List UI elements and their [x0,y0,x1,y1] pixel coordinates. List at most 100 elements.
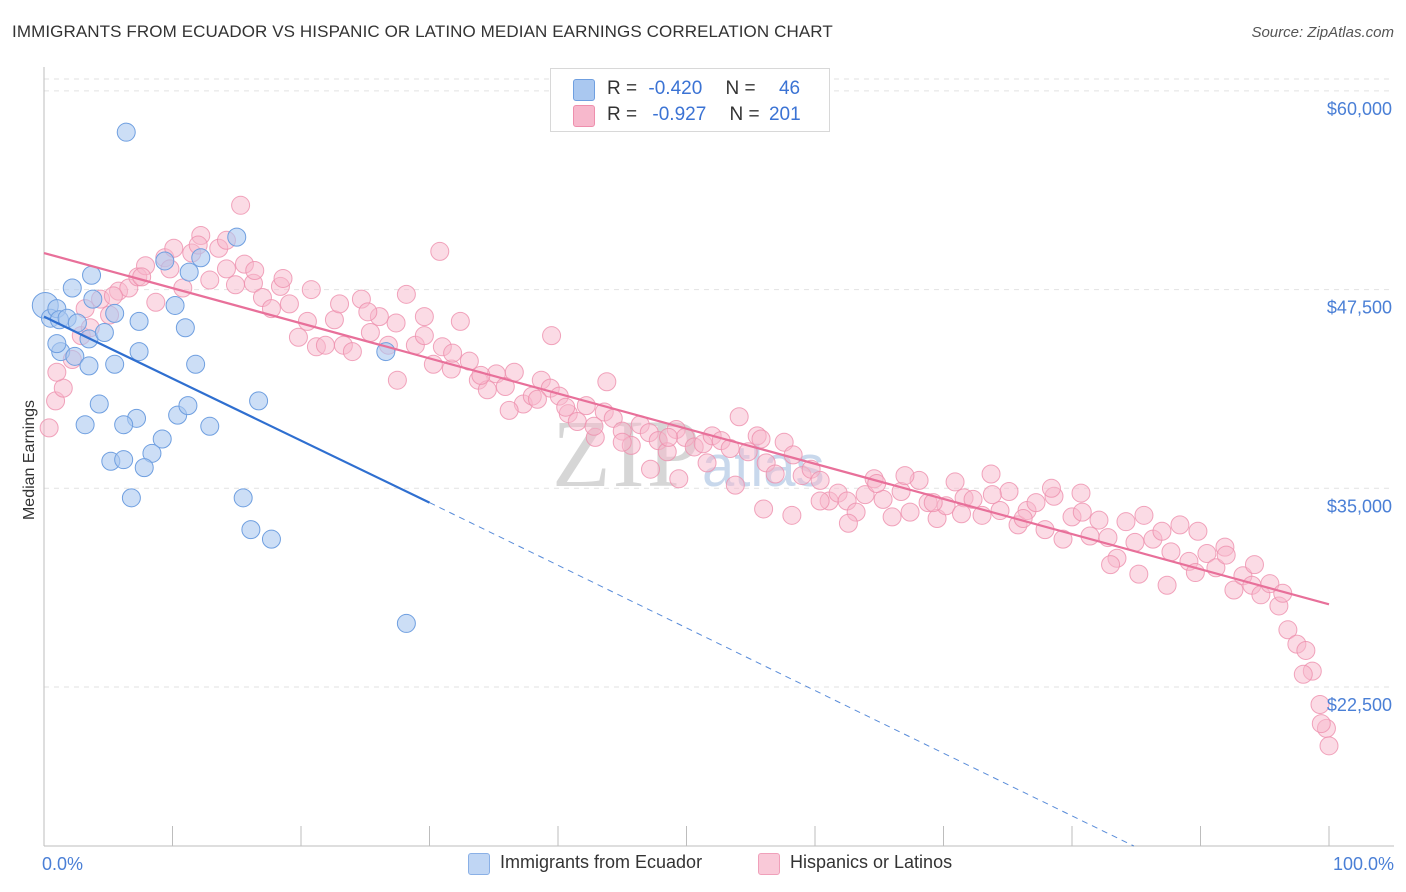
data-point-hispanics [414,326,434,346]
data-point-hispanics [1072,502,1092,522]
legend-r-label: R = [607,104,638,125]
data-point-hispanics [1224,580,1244,600]
data-point-ecuador [62,278,82,298]
data-point-hispanics [612,432,632,452]
data-point-hispanics [597,372,617,392]
data-point-hispanics [324,310,344,330]
data-point-ecuador [114,450,134,470]
data-point-ecuador [129,342,149,362]
data-point-ecuador [233,488,253,508]
data-point-hispanics [1053,529,1073,549]
data-point-ecuador [82,265,102,285]
data-point-hispanics [584,416,604,436]
data-point-hispanics [1080,526,1100,546]
chart-title: IMMIGRANTS FROM ECUADOR VS HISPANIC OR L… [12,22,833,41]
data-point-hispanics [810,491,830,511]
data-point-hispanics [951,504,971,524]
data-point-hispanics [342,342,362,362]
data-point-hispanics [729,407,749,427]
legend-swatch-hispanics [573,105,595,127]
trend-line-ecuador [43,315,430,504]
data-point-hispanics [450,311,470,331]
data-point-hispanics [47,362,67,382]
series-ecuador-points [31,122,416,633]
data-point-hispanics [245,260,265,280]
y-tick-label: $22,500 [1327,695,1392,715]
data-point-hispanics [754,499,774,519]
data-point-hispanics [1026,493,1046,513]
trend-lines [43,251,1330,847]
data-point-ecuador [129,311,149,331]
data-point-hispanics [53,378,73,398]
data-point-hispanics [783,445,803,465]
y-axis-label: Median Earnings [21,400,38,520]
data-point-hispanics [838,513,858,533]
data-point-ecuador [175,318,195,338]
legend-r-label: R = [607,78,638,99]
bottom-legend-swatch-ecuador [468,853,490,875]
data-point-hispanics [1197,543,1217,563]
data-point-hispanics [200,270,220,290]
trend-line-hispanics [43,251,1330,606]
data-point-ecuador [105,303,125,323]
legend-n-value: 201 [768,104,801,125]
data-point-hispanics [1116,512,1136,532]
data-point-hispanics [499,400,519,420]
data-point-hispanics [39,418,59,438]
data-point-hispanics [782,505,802,525]
data-point-ecuador [116,122,136,142]
data-point-hispanics [430,241,450,261]
data-point-hispanics [231,195,251,215]
data-point-hispanics [641,459,661,479]
data-point-hispanics [873,489,893,509]
data-point-hispanics [103,286,123,306]
data-point-ecuador [396,613,416,633]
bottom-legend-label-hispanics: Hispanics or Latinos [790,852,953,872]
data-point-hispanics [315,335,335,355]
data-point-hispanics [810,470,830,490]
data-point-hispanics [396,284,416,304]
data-point-hispanics [360,322,380,342]
x-tick-label-min: 0.0% [42,854,83,874]
data-point-hispanics [386,313,406,333]
data-point-ecuador [121,488,141,508]
data-point-hispanics [1152,521,1172,541]
data-point-hispanics [443,343,463,363]
data-point-hispanics [900,502,920,522]
x-tick-label-max: 100.0% [1333,854,1394,874]
data-point-hispanics [279,294,299,314]
data-point-ecuador [75,415,95,435]
data-point-ecuador [179,262,199,282]
legend-n-label: N = [725,78,756,99]
data-point-hispanics [945,472,965,492]
legend-n-label: N = [729,104,760,125]
source-credit: Source: ZipAtlas.com [1251,24,1394,41]
tick-labels: $22,500 $35,000 $47,500 $60,000 0.0% 100.0% [42,99,1394,874]
data-point-hispanics [358,302,378,322]
y-tick-label: $47,500 [1327,298,1392,318]
data-point-hispanics [1293,664,1313,684]
correlation-legend: R = -0.420 N = 46 R = -0.927 N = 201 [550,68,830,132]
data-point-hispanics [1319,736,1339,756]
data-point-hispanics [1310,695,1330,715]
data-point-hispanics [1161,542,1181,562]
data-point-hispanics [659,427,679,447]
data-point-hispanics [146,292,166,312]
data-point-hispanics [1296,640,1316,660]
data-point-hispanics [1216,545,1236,565]
data-point-hispanics [504,362,524,382]
data-point-ecuador [83,289,103,309]
data-point-hispanics [414,307,434,327]
series-hispanics-points [39,195,1339,756]
data-point-ecuador [89,394,109,414]
data-point-hispanics [981,464,1001,484]
data-point-ecuador [155,251,175,271]
data-point-hispanics [1278,620,1298,640]
legend-r-value: -0.420 [648,78,703,99]
data-point-ecuador [94,322,114,342]
data-point-hispanics [765,464,785,484]
data-point-hispanics [895,466,915,486]
data-point-ecuador [165,295,185,315]
data-point-ecuador [178,396,198,416]
